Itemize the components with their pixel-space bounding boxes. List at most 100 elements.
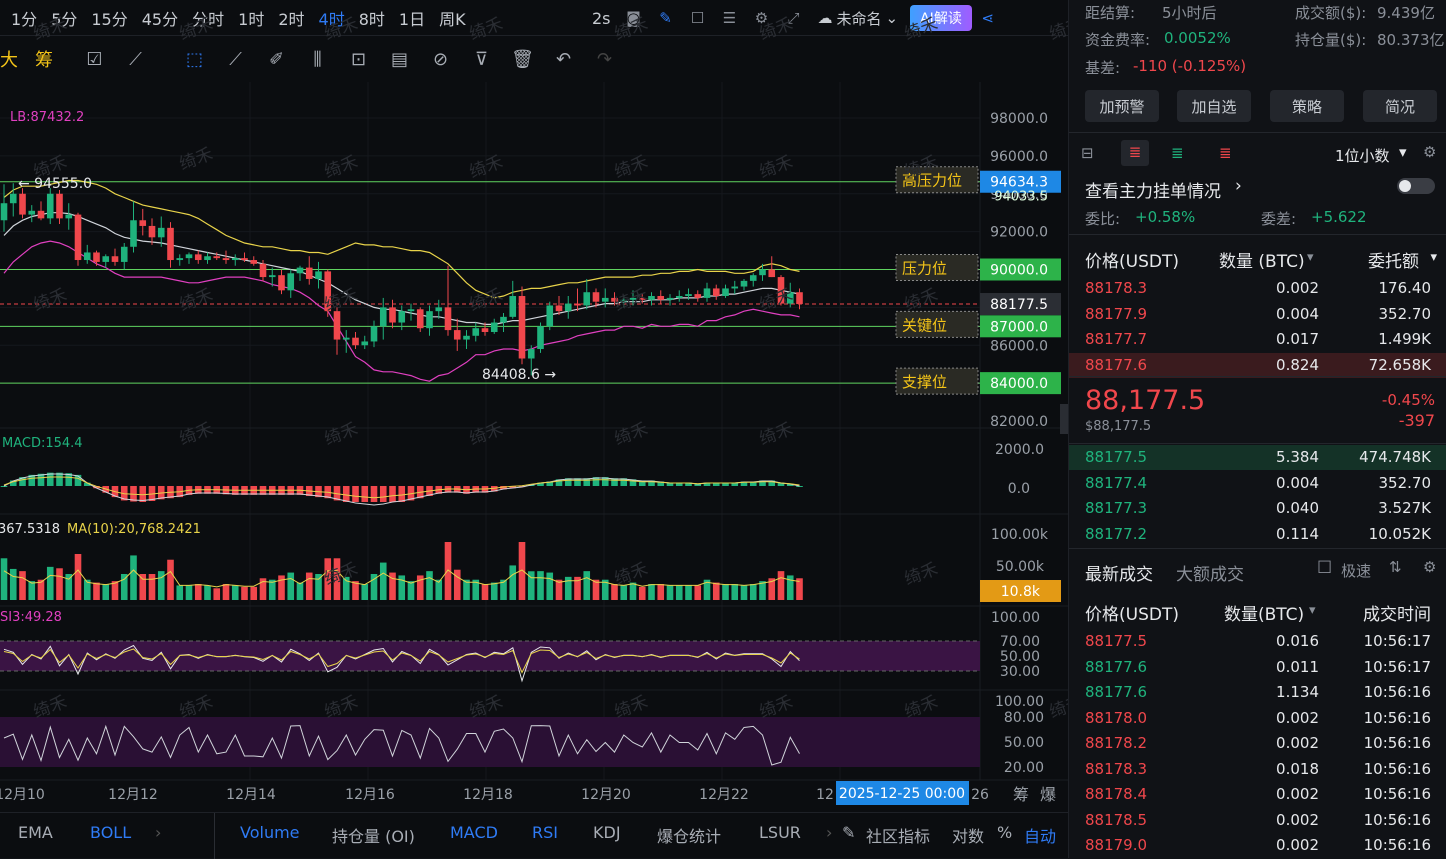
comment-icon[interactable]: ☐: [690, 9, 705, 27]
indicator-ema[interactable]: EMA: [18, 823, 53, 842]
auto-scale-toggle[interactable]: 自动: [1024, 827, 1057, 846]
ruler-icon[interactable]: ⟋: [229, 48, 242, 70]
volume-bar: [65, 574, 73, 600]
caret-down-icon[interactable]: ▾: [1309, 603, 1316, 618]
pen-icon[interactable]: ✎: [659, 9, 672, 27]
timeframe-5[interactable]: 1时: [238, 9, 265, 29]
fullscreen-icon[interactable]: ⤢: [787, 9, 800, 27]
timeframe-9[interactable]: 1日: [398, 9, 426, 29]
pattern-icon[interactable]: ⫼: [313, 48, 322, 70]
chevron-right-icon[interactable]: ›: [1235, 176, 1242, 196]
timeframe-4[interactable]: 分时: [192, 9, 225, 29]
candle-body: [564, 303, 572, 312]
lock-icon[interactable]: ⊡: [350, 48, 367, 70]
tool-big[interactable]: 大: [0, 50, 18, 71]
overview-button[interactable]: 简况: [1363, 90, 1437, 122]
gear-icon[interactable]: ⚙: [754, 9, 769, 27]
tab-latest-trades[interactable]: 最新成交: [1085, 565, 1153, 585]
indicator-rsi[interactable]: RSI: [532, 823, 558, 842]
indicator-liquidation[interactable]: 爆仓统计: [657, 827, 722, 846]
indicator-boll[interactable]: BOLL: [90, 823, 132, 842]
macd-bar: [500, 486, 507, 490]
indicator-oi[interactable]: 持仓量 (OI): [332, 827, 415, 846]
log-scale-toggle[interactable]: 对数: [952, 827, 985, 846]
ai-button[interactable]: AI解读: [910, 5, 972, 31]
candle-body: [361, 341, 369, 346]
indicator-macd[interactable]: MACD: [450, 823, 498, 842]
orderbook-asks-icon[interactable]: ≣: [1219, 144, 1232, 162]
bid-row[interactable]: 88177.2 0.114 10.052K: [1069, 522, 1446, 547]
candle-body: [620, 299, 628, 302]
redo-icon[interactable]: ↷: [596, 48, 613, 70]
note-icon[interactable]: ▤: [390, 48, 408, 70]
indicator-volume[interactable]: Volume: [240, 823, 300, 842]
indicator-lsur[interactable]: LSUR: [759, 823, 801, 842]
depth-link[interactable]: 查看主力挂单情况: [1085, 182, 1221, 202]
volume-bar: [620, 585, 628, 600]
settings-icon[interactable]: ⚙: [1423, 143, 1437, 161]
community-indicators[interactable]: 社区指标: [866, 827, 931, 846]
brush-icon[interactable]: ✐: [268, 48, 285, 70]
header-price[interactable]: 价格(USDT): [1085, 252, 1179, 272]
timeframe-7[interactable]: 4时: [318, 9, 345, 29]
orderbook-both-icon[interactable]: ⊟: [1081, 144, 1094, 162]
timeframe-2[interactable]: 15分: [91, 9, 128, 29]
camera-icon[interactable]: ◙: [626, 9, 641, 27]
watchlist-button[interactable]: 加自选: [1177, 90, 1251, 122]
timeframe-1[interactable]: 5分: [51, 9, 78, 29]
ask-row[interactable]: 88178.3 0.002 176.40: [1069, 276, 1446, 301]
bid-row[interactable]: 88177.3 0.040 3.527K: [1069, 496, 1446, 521]
orderbook-split-icon[interactable]: ≣: [1121, 140, 1149, 166]
ask-row[interactable]: 88177.6 0.824 72.658K: [1069, 352, 1446, 378]
depth-toggle[interactable]: [1397, 178, 1435, 194]
check-icon[interactable]: ☑: [86, 48, 103, 70]
caret-down-icon[interactable]: ▾: [1307, 250, 1314, 265]
volume-bar: [426, 571, 433, 600]
interval-select[interactable]: 2s: [592, 8, 611, 28]
edit-icon[interactable]: ✎: [842, 823, 856, 842]
timeframe-0[interactable]: 1分: [11, 9, 38, 29]
indicator-kdj[interactable]: KDJ: [593, 823, 621, 842]
level-price-tag: [980, 170, 1061, 193]
timeframe-8[interactable]: 8时: [358, 9, 385, 29]
chevron-right-icon[interactable]: ›: [826, 823, 833, 842]
header-amount[interactable]: 委托额: [1368, 252, 1419, 272]
candle-body: [111, 256, 119, 262]
list-icon[interactable]: ☰: [722, 9, 737, 27]
ask-row[interactable]: 88177.9 0.004 352.70: [1069, 302, 1446, 327]
chevron-right-icon[interactable]: ›: [155, 823, 162, 842]
sort-icon[interactable]: ⇅: [1389, 558, 1402, 576]
share-icon[interactable]: ⋖: [981, 9, 995, 27]
macd-tick: 0.0: [1008, 481, 1030, 497]
bid-row[interactable]: 88177.5 5.384 474.748K: [1069, 445, 1446, 470]
percent-toggle[interactable]: %: [997, 823, 1013, 842]
row-quantity: 0.017: [1276, 330, 1319, 348]
strategy-button[interactable]: 策略: [1270, 90, 1344, 122]
cursor-icon[interactable]: ⬚: [185, 48, 203, 70]
timeframe-3[interactable]: 45分: [141, 9, 179, 29]
layout-select[interactable]: ☁ 未命名 ⌄: [818, 8, 899, 29]
tool-chips[interactable]: 筹: [35, 50, 53, 71]
ask-row[interactable]: 88177.7 0.017 1.499K: [1069, 327, 1446, 352]
bid-row[interactable]: 88177.4 0.004 352.70: [1069, 471, 1446, 496]
orderbook-bids-icon[interactable]: ≣: [1171, 144, 1184, 162]
undo-icon[interactable]: ↶: [555, 48, 572, 70]
chart-area[interactable]: 1分 5分 15分 45分 分时 1时 2时 4时 8时 1日 周K 2s ◙ ✎ ☐ ☰ ⚙ ⤢ …: [0, 0, 1068, 859]
price-chart[interactable]: 98000.096000.094000.092000.090000.088000…: [0, 0, 1068, 812]
precision-select[interactable]: 1位小数: [1335, 147, 1390, 165]
trend-icon[interactable]: ⟋: [129, 48, 142, 70]
header-qty[interactable]: 数量 (BTC): [1219, 252, 1305, 272]
fast-checkbox[interactable]: ☐: [1317, 558, 1333, 578]
caret-down-icon[interactable]: ▾: [1399, 143, 1407, 161]
volume-bar: [315, 574, 322, 600]
trash-icon[interactable]: 🗑: [511, 48, 534, 70]
volume-bar: [555, 579, 563, 600]
tab-large-trades[interactable]: 大额成交: [1176, 565, 1244, 585]
caret-down-icon[interactable]: ▾: [1430, 250, 1437, 265]
magnet-icon[interactable]: ⊘: [432, 48, 449, 70]
timeframe-10[interactable]: 周K: [439, 9, 466, 29]
timeframe-6[interactable]: 2时: [278, 9, 305, 29]
alert-button[interactable]: 加预警: [1085, 90, 1159, 122]
settings-icon[interactable]: ⚙: [1423, 558, 1437, 576]
filter-icon[interactable]: ⊽: [474, 48, 489, 70]
